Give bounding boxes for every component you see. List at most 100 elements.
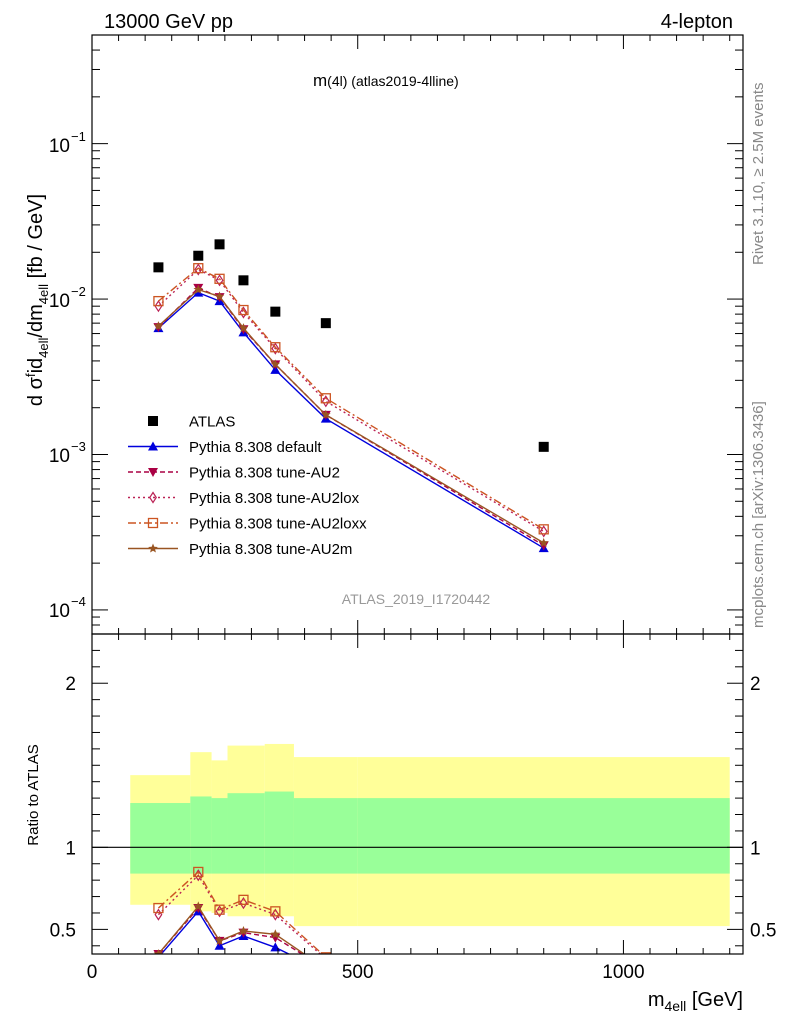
legend-label: Pythia 8.308 default <box>189 439 322 456</box>
series-point-pythia-8-308-tune-au2lox <box>215 274 224 287</box>
series-point-pythia-8-308-tune-au2m <box>270 359 281 369</box>
legend-label: Pythia 8.308 tune-AU2loxx <box>189 516 367 533</box>
ratio-point-pythia-8-308-tune-au2m <box>214 935 225 945</box>
top-panel-series <box>153 263 549 553</box>
legend-marker <box>149 491 157 504</box>
atlas-data-point <box>193 250 204 261</box>
legend: ATLAS Pythia 8.308 default Pythia 8.308 tu… <box>128 414 367 558</box>
ratio-point-pythia-8-308-tune-au2m <box>539 967 549 976</box>
atlas-data-point <box>270 306 281 317</box>
series-point-pythia-8-308-tune-au2lox <box>321 395 330 408</box>
ratio-band-green <box>357 798 730 874</box>
series-point-pythia-8-308-tune-au2loxx <box>270 342 281 353</box>
ratio-point-pythia-8-308-tune-au2loxx <box>539 958 548 967</box>
ratio-y-tick-label-05-left: 0.5 <box>50 920 76 941</box>
header-process-label: 4-lepton <box>661 11 733 33</box>
ratio-y-axis-label: Ratio to ATLAS <box>25 744 42 845</box>
ratio-point-pythia-8-308-tune-au2lox <box>325 952 327 954</box>
ratio-bands <box>130 743 730 927</box>
x-tick-label-500: 500 <box>342 962 374 983</box>
panel-title-main: m <box>313 71 327 90</box>
header-energy-label: 13000 GeV pp <box>104 11 233 33</box>
ratio-y-tick-label-2-right: 2 <box>750 674 761 695</box>
ratio-point-pythia-8-308-tune-au2m <box>238 926 249 936</box>
top-y-tick-label-3-exp: −3 <box>71 439 86 454</box>
ratio-point-pythia-8-308-default <box>321 967 331 976</box>
top-y-tick-label-4: 10 <box>49 601 70 622</box>
x-tick-label-1000: 1000 <box>602 962 644 983</box>
series-point-pythia-8-308-tune-au2lox <box>194 263 203 276</box>
panel-title-extra: (atlas2019-4lline) <box>347 73 458 89</box>
legend-entry-pythia-8-308-tune-au2m: Pythia 8.308 tune-AU2m <box>128 541 352 558</box>
panel-title: m(4l) (atlas2019-4lline) <box>313 71 459 90</box>
legend-label: Pythia 8.308 tune-AU2 <box>189 465 340 482</box>
top-y-tick-label-2-exp: −2 <box>71 284 86 299</box>
legend-entry-pythia-8-308-default: Pythia 8.308 default <box>128 439 322 456</box>
legend-label: ATLAS <box>189 414 235 431</box>
top-y-tick-label-4-exp: −4 <box>71 594 86 609</box>
legend-marker <box>148 468 158 477</box>
ratio-point-pythia-8-308-tune-au2m <box>270 929 281 939</box>
series-point-pythia-8-308-tune-au2m <box>193 284 203 294</box>
ratio-point-pythia-8-308-tune-au2lox <box>239 897 248 910</box>
legend-marker <box>148 416 158 426</box>
atlas-data-point <box>538 441 549 452</box>
ratio-band-green <box>190 796 212 874</box>
axis-ticks <box>91 34 743 954</box>
atlas-data-point <box>320 318 331 329</box>
mcplots-label: mcplots.cern.ch [arXiv:1306.3436] <box>750 401 767 628</box>
ratio-point-pythia-8-308-tune-au2loxx <box>238 894 249 905</box>
panel-title-paren: (4l) <box>327 73 347 89</box>
ratio-band-green <box>211 798 228 874</box>
series-point-pythia-8-308-tune-au2lox <box>271 342 280 355</box>
atlas-data-point <box>214 239 225 250</box>
ratio-point-pythia-8-308-default <box>270 942 281 952</box>
ratio-y-tick-label-1-left: 1 <box>65 838 76 859</box>
legend-marker <box>147 517 159 529</box>
x-axis-label: m4ell [GeV] <box>648 989 743 1014</box>
series-point-pythia-8-308-tune-au2loxx <box>153 295 164 307</box>
series-point-pythia-8-308-tune-au2loxx <box>193 263 204 274</box>
analysis-label: ATLAS_2019_I1720442 <box>342 591 491 607</box>
series-point-pythia-8-308-tune-au2m <box>214 291 225 301</box>
series-point-pythia-8-308-tune-au2lox <box>154 300 163 313</box>
ratio-point-pythia-8-308-tune-au2loxx <box>320 952 331 954</box>
legend-marker <box>148 543 158 553</box>
ratio-band-green <box>264 791 294 874</box>
ratio-point-pythia-8-308-tune-au2 <box>321 965 331 974</box>
series-point-pythia-8-308-tune-au2lox <box>239 306 248 319</box>
series-point-pythia-8-308-tune-au2m <box>539 537 549 547</box>
series-point-pythia-8-308-tune-au2lox <box>539 525 548 538</box>
legend-entry-pythia-8-308-tune-au2lox: Pythia 8.308 tune-AU2lox <box>128 490 360 507</box>
series-point-pythia-8-308-tune-au2loxx <box>214 273 225 284</box>
series-point-pythia-8-308-tune-au2loxx <box>538 524 549 535</box>
series-point-pythia-8-308-tune-au2 <box>538 541 549 551</box>
top-y-tick-label-2: 10 <box>49 291 70 312</box>
top-y-tick-labels: 10 −1 10 −2 10 −3 10 −4 <box>49 129 86 622</box>
ratio-point-pythia-8-308-tune-au2loxx <box>153 902 164 914</box>
ratio-point-pythia-8-308-tune-au2lox <box>540 959 547 969</box>
legend-marker <box>148 441 158 451</box>
series-point-pythia-8-308-tune-au2m <box>153 321 164 331</box>
ratio-point-pythia-8-308-tune-au2lox <box>215 905 224 918</box>
ratio-point-pythia-8-308-default <box>539 970 549 979</box>
atlas-data-point <box>238 275 249 286</box>
series-point-pythia-8-308-tune-au2m <box>238 323 249 333</box>
ratio-point-pythia-8-308-tune-au2m <box>193 901 203 911</box>
ratio-point-pythia-8-308-tune-au2m <box>321 964 331 973</box>
legend-entry-pythia-8-308-tune-au2loxx: Pythia 8.308 tune-AU2loxx <box>128 516 367 533</box>
ratio-y-tick-label-05-right: 0.5 <box>750 920 776 941</box>
ratio-band-green <box>293 798 358 874</box>
atlas-data-point <box>153 262 164 273</box>
legend-entry-pythia-8-308-tune-au2: Pythia 8.308 tune-AU2 <box>128 465 340 482</box>
ratio-y-tick-label-2-left: 2 <box>65 674 76 695</box>
top-y-tick-label-1: 10 <box>49 136 70 157</box>
series-point-pythia-8-308-tune-au2loxx <box>320 393 331 404</box>
rivet-label: Rivet 3.1.10, ≥ 2.5M events <box>750 83 767 266</box>
top-y-tick-label-1-exp: −1 <box>71 129 86 144</box>
top-y-tick-label-3: 10 <box>49 446 70 467</box>
series-point-pythia-8-308-tune-au2loxx <box>238 304 249 316</box>
series-line-pythia-8-308-tune-au2loxx <box>157 267 545 530</box>
series-point-pythia-8-308-default <box>270 364 281 374</box>
ratio-panel-frame <box>91 633 744 955</box>
